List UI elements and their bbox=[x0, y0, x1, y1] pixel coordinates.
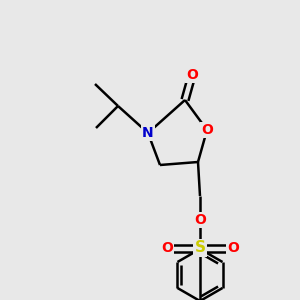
Text: O: O bbox=[161, 241, 173, 255]
Text: S: S bbox=[194, 241, 206, 256]
Text: N: N bbox=[142, 126, 154, 140]
Text: O: O bbox=[227, 241, 239, 255]
Text: O: O bbox=[194, 213, 206, 227]
Text: O: O bbox=[186, 68, 198, 82]
Text: O: O bbox=[201, 123, 213, 137]
